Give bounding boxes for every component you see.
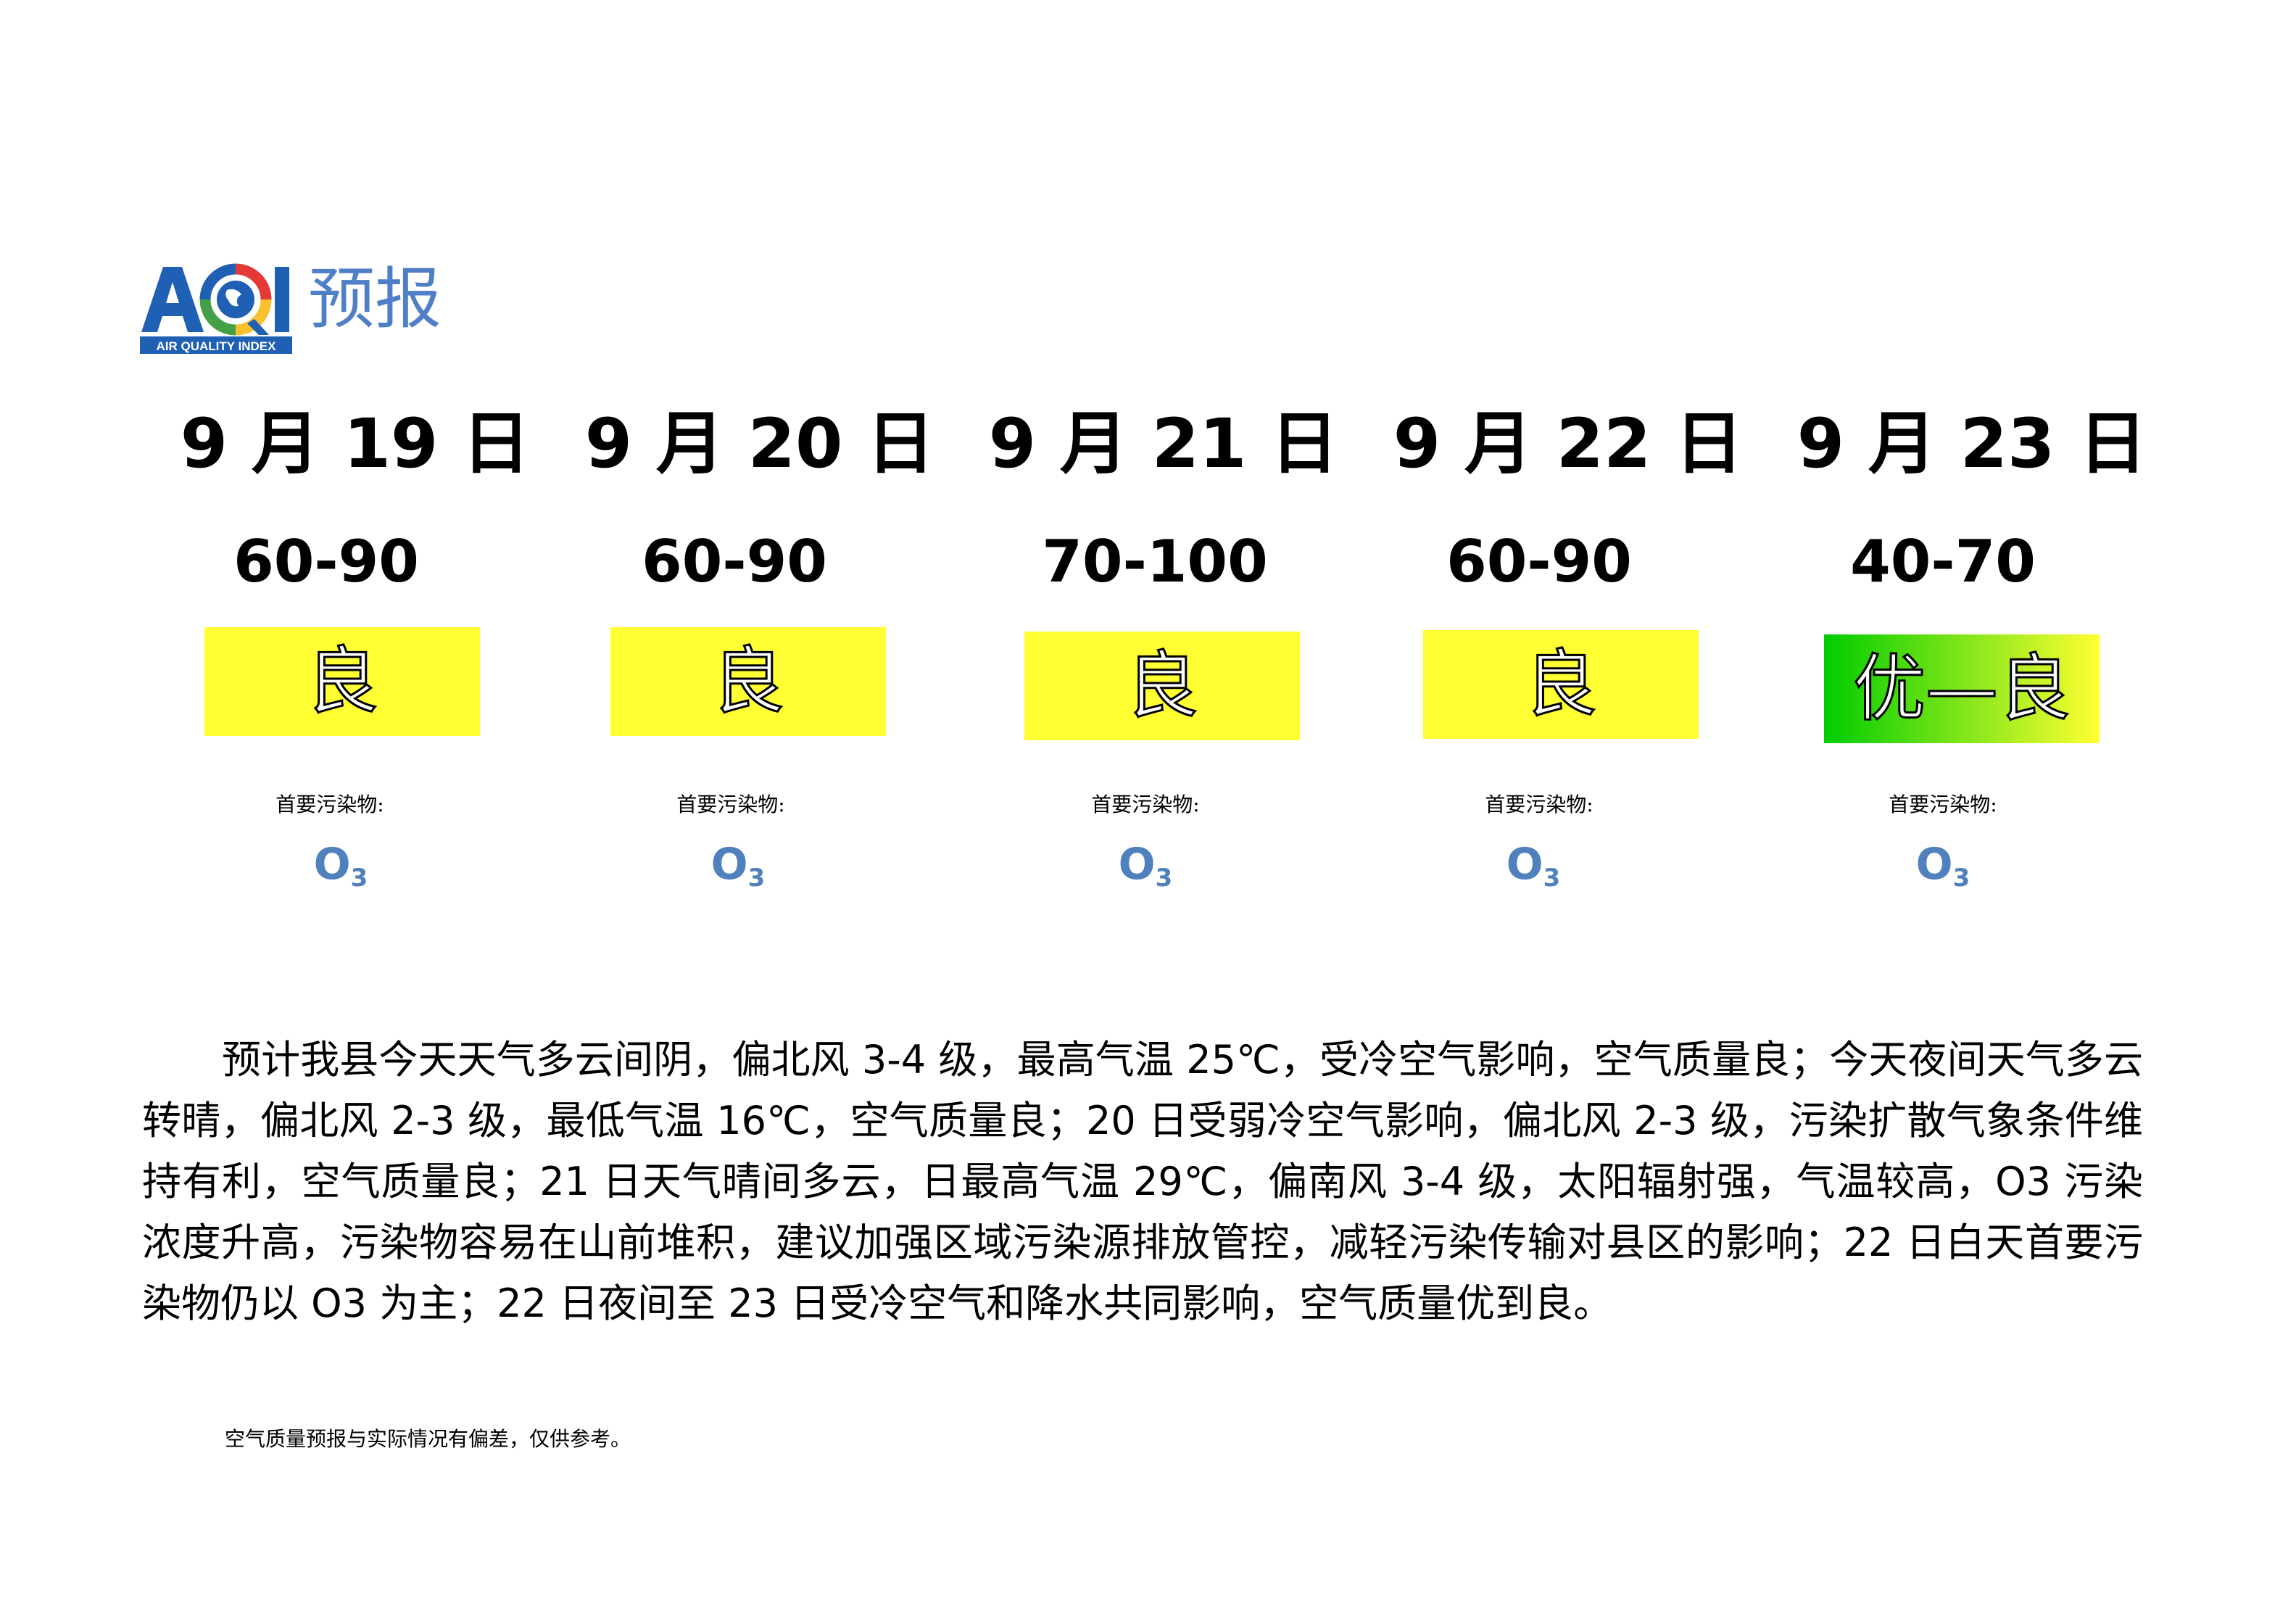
logo-subtitle: AIR QUALITY INDEX xyxy=(157,339,277,353)
aqi-range: 40-70 xyxy=(1850,528,2036,595)
forecast-description: 预计我县今天天气多云间阴，偏北风 3-4 级，最高气温 25℃，受冷空气影响，空… xyxy=(142,1037,2144,1326)
logo-letter-a xyxy=(141,267,204,332)
primary-pollutant: O3 xyxy=(1118,839,1173,893)
primary-pollutant: O3 xyxy=(1915,839,1970,893)
aqi-range: 60-90 xyxy=(233,528,419,595)
forecast-date: 9 月 19 日 xyxy=(180,405,531,484)
primary-pollutant-label: 首要污染物: xyxy=(1889,793,1997,816)
level-badge: 良 xyxy=(1024,632,1300,740)
level-badge: 良 xyxy=(204,627,480,736)
forecast-day: 9 月 21 日 70-100 良 首要污染物: O3 xyxy=(975,395,1352,903)
primary-pollutant-label: 首要污染物: xyxy=(1485,793,1593,816)
aqi-logo: AIR QUALITY INDEX 预报 xyxy=(140,258,459,356)
disclaimer-note: 空气质量预报与实际情况有偏差，仅供参考。 xyxy=(225,1427,631,1451)
aqi-logo-mark: AIR QUALITY INDEX xyxy=(140,263,292,354)
forecast-day: 9 月 19 日 60-90 良 首要污染物: O3 xyxy=(167,395,544,903)
aqi-range: 60-90 xyxy=(642,528,827,595)
forecast-day: 9 月 22 日 60-90 良 首要污染物: O3 xyxy=(1380,395,1757,903)
primary-pollutant: O3 xyxy=(313,839,368,893)
forecast-date: 9 月 21 日 xyxy=(988,405,1339,484)
logo-subtitle-bar xyxy=(140,336,292,354)
level-badge: 良 xyxy=(1423,630,1699,739)
forecast-day: 9 月 23 日 40-70 优—良 首要污染物: O3 xyxy=(1783,395,2160,903)
level-badge: 良 xyxy=(610,627,886,736)
forecast-date: 9 月 20 日 xyxy=(584,405,935,484)
level-text: 良 xyxy=(1524,641,1599,728)
page-title: 预报 xyxy=(308,260,442,338)
forecast-date: 9 月 22 日 xyxy=(1393,405,1744,484)
aqi-range: 70-100 xyxy=(1042,528,1268,595)
forecast-day: 9 月 20 日 60-90 良 首要污染物: O3 xyxy=(571,395,948,903)
primary-pollutant-label: 首要污染物: xyxy=(1091,793,1200,816)
primary-pollutant-label: 首要污染物: xyxy=(275,793,384,816)
level-text: 良 xyxy=(711,638,786,725)
primary-pollutant-label: 首要污染物: xyxy=(676,793,785,816)
logo-letter-i xyxy=(275,267,289,332)
level-text: 良 xyxy=(305,638,380,725)
primary-pollutant: O3 xyxy=(710,839,766,893)
level-badge: 优—良 xyxy=(1824,634,2100,743)
aqi-range: 60-90 xyxy=(1446,528,1632,595)
primary-pollutant: O3 xyxy=(1506,839,1561,893)
level-text: 良 xyxy=(1125,642,1200,729)
forecast-date: 9 月 23 日 xyxy=(1796,405,2147,484)
level-text: 优—良 xyxy=(1852,645,2072,732)
